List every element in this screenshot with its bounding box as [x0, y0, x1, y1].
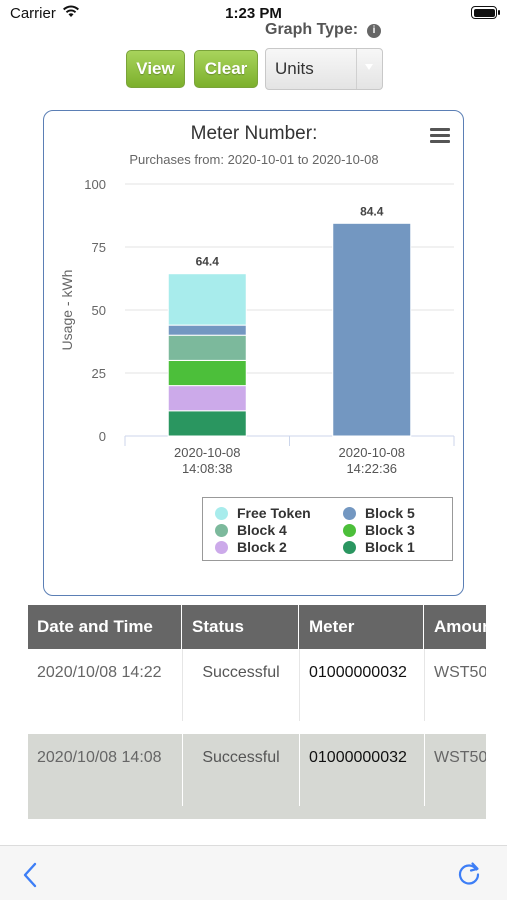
status-bar: Carrier 1:23 PM: [0, 0, 507, 28]
bar-segment-free-token: [167, 273, 247, 326]
y-tick-label: 75: [92, 240, 106, 255]
legend-label: Block 2: [237, 539, 287, 555]
chart-legend: Free Token Block 5 Block 4 Block 3 Block…: [202, 497, 453, 561]
y-axis-label: Usage - kWh: [59, 270, 75, 351]
legend-swatch: [343, 507, 356, 520]
column-header-meter[interactable]: Meter: [300, 605, 424, 649]
battery-icon: [471, 6, 500, 19]
legend-label: Block 3: [365, 522, 415, 538]
column-header-amount[interactable]: Amount: [434, 617, 486, 636]
x-tick-label: 14:22:36: [346, 461, 397, 476]
view-button[interactable]: View: [126, 50, 185, 88]
bar-segment-block-2: [167, 385, 247, 412]
graph-type-select-value: Units: [275, 59, 314, 78]
legend-label: Block 5: [365, 505, 415, 521]
legend-swatch: [215, 524, 228, 537]
graph-type-select[interactable]: Units: [265, 48, 383, 90]
status-time: 1:23 PM: [225, 5, 282, 22]
bar-segment-block-3: [167, 359, 247, 387]
hamburger-menu-icon[interactable]: [430, 128, 450, 144]
chevron-left-icon[interactable]: [22, 862, 38, 888]
bar-segment-block-5: [332, 222, 412, 437]
clear-button[interactable]: Clear: [194, 50, 258, 88]
legend-swatch: [215, 507, 228, 520]
legend-swatch: [343, 524, 356, 537]
column-header-date[interactable]: Date and Time: [28, 605, 182, 649]
cell-status: Successful: [183, 734, 300, 806]
cell-meter: 01000000032: [300, 649, 425, 721]
legend-label: Free Token: [237, 505, 311, 521]
chart-subtitle: Purchases from: 2020-10-01 to 2020-10-08: [129, 152, 378, 167]
x-tick-label: 2020-10-08: [174, 445, 241, 460]
cell-meter: 01000000032: [300, 734, 425, 806]
bar-total-label: 84.4: [360, 204, 384, 218]
cell-status: Successful: [183, 649, 300, 721]
bar-total-label: 64.4: [196, 255, 220, 269]
chart-card: Meter Number: Purchases from: 2020-10-01 …: [43, 110, 464, 596]
select-arrow-zone: [356, 49, 382, 89]
column-header-status[interactable]: Status: [183, 605, 299, 649]
graph-type-label: Graph Type:: [265, 21, 359, 38]
x-tick-label: 2020-10-08: [339, 445, 406, 460]
info-icon[interactable]: i: [367, 24, 381, 38]
table-header-row: Date and Time Status Meter Amount: [28, 605, 486, 649]
cell-amount: WST50: [434, 664, 486, 681]
legend-label: Block 4: [237, 522, 287, 538]
y-tick-label: 100: [84, 177, 106, 192]
legend-swatch: [343, 541, 356, 554]
legend-swatch: [215, 541, 228, 554]
y-tick-label: 50: [92, 303, 106, 318]
x-tick-label: 14:08:38: [182, 461, 233, 476]
y-tick-label: 0: [99, 429, 106, 444]
cell-amount: WST50: [434, 749, 486, 766]
table-row[interactable]: 2020/10/08 14:08 Successful 01000000032 …: [28, 734, 486, 819]
bottom-toolbar: [0, 845, 507, 900]
usage-chart: Meter Number: Purchases from: 2020-10-01 …: [59, 123, 455, 476]
purchases-table[interactable]: Date and Time Status Meter Amount 2020/1…: [28, 605, 486, 819]
refresh-icon[interactable]: [455, 860, 483, 888]
table-row[interactable]: 2020/10/08 14:22 Successful 01000000032 …: [28, 649, 486, 734]
cell-date: 2020/10/08 14:08: [28, 734, 183, 806]
carrier-label: Carrier: [10, 5, 56, 22]
wifi-icon: [63, 5, 79, 17]
legend-label: Block 1: [365, 539, 415, 555]
cell-date: 2020/10/08 14:22: [28, 649, 183, 721]
y-tick-label: 25: [92, 366, 106, 381]
bar-segment-block-1: [167, 410, 247, 437]
bar-segment-block-4: [167, 334, 247, 361]
chart-title: Meter Number:: [191, 123, 318, 144]
chevron-down-icon: [365, 64, 373, 70]
bar-segment-block-5: [167, 324, 247, 336]
